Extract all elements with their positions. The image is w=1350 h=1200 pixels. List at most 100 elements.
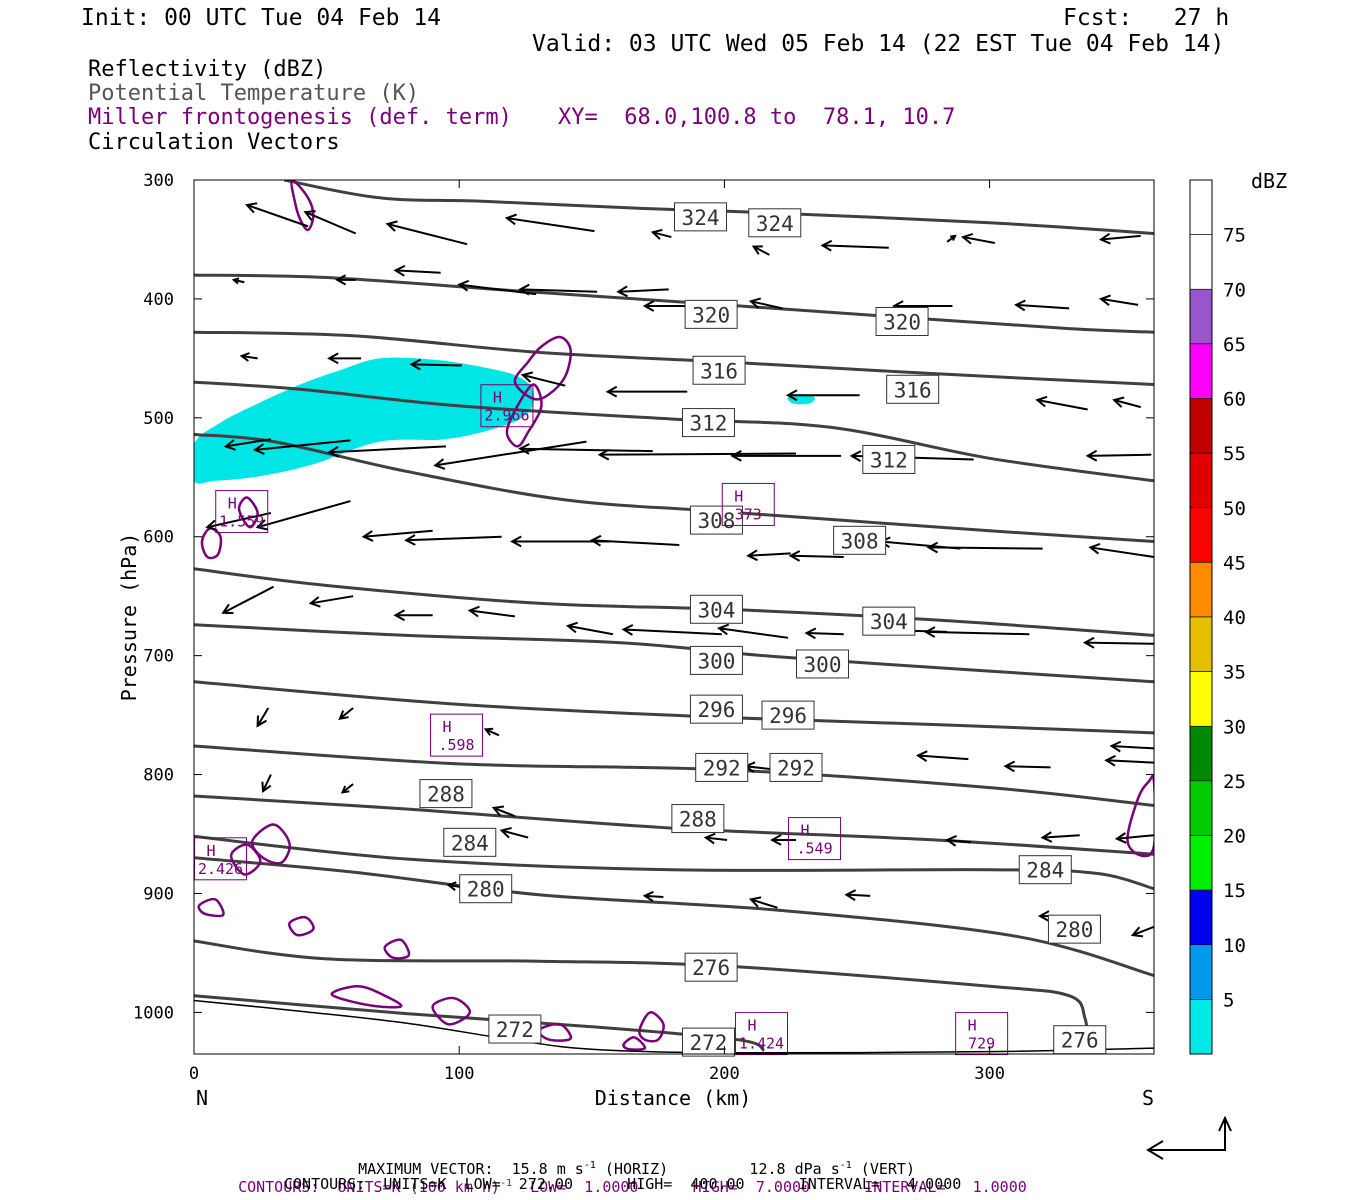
circulation-vector	[327, 352, 362, 365]
theta-contour-296	[194, 680, 1154, 735]
high-value: 729	[968, 1035, 995, 1053]
high-label: H	[228, 495, 237, 513]
circulation-vector	[650, 228, 672, 240]
colorbar-swatch	[1189, 288, 1213, 345]
high-label: H	[207, 842, 216, 860]
colorbar-swatch	[1189, 398, 1213, 454]
circulation-vector	[1014, 299, 1070, 312]
colorbar-swatch	[1189, 835, 1213, 891]
circulation-vector	[923, 626, 1030, 638]
south-label: S	[1142, 1086, 1154, 1110]
colorbar-level-label: 15	[1223, 880, 1246, 902]
circulation-vector	[605, 385, 688, 398]
theta-label-box	[671, 804, 725, 834]
theta-label-box	[419, 779, 473, 809]
high-label: H	[493, 389, 502, 407]
theta-contour-info: CONTOURS: UNITS=K LOW= 272.00 HIGH= 400.…	[284, 1175, 962, 1193]
north-label: N	[196, 1086, 208, 1110]
theta-contour-272	[194, 994, 766, 1052]
circulation-vector	[467, 605, 516, 618]
circulation-vector	[483, 727, 500, 737]
colorbar-swatch	[1189, 234, 1213, 290]
circulation-vector	[385, 220, 468, 246]
max-vector-line: MAXIMUM VECTOR: 15.8 m s-1 (HORIZ) 12.8 …	[358, 1160, 915, 1178]
forecast-hour: Fcst: 27 h	[1063, 5, 1230, 31]
frontogenesis-contour	[200, 527, 223, 560]
circulation-vector	[565, 621, 614, 636]
circulation-vector	[748, 896, 778, 909]
theta-label-box	[695, 752, 749, 782]
circulation-vector	[642, 890, 664, 902]
high-marker-layer: H2.966H1.559H373H.598H2.426H.549H1.424H7…	[194, 384, 1009, 1056]
circulation-vector	[433, 440, 587, 470]
colorbar-swatch	[1189, 452, 1213, 509]
colorbar-level-label: 45	[1223, 552, 1246, 574]
y-tick-label: 700	[143, 647, 174, 667]
y-tick-label: 1000	[133, 1003, 174, 1023]
theta-label-box	[681, 1027, 735, 1057]
high-label: H	[443, 718, 452, 736]
theta-label: 292	[703, 756, 741, 780]
circulation-vector	[504, 213, 595, 233]
y-tick-label: 600	[143, 528, 174, 548]
frontogenesis-contour	[505, 383, 543, 448]
high-label: H	[734, 487, 743, 505]
theta-contour-288	[194, 794, 1154, 856]
x-tick-label: 0	[189, 1064, 199, 1084]
theta-label-box	[875, 307, 929, 337]
circulation-vector	[1109, 740, 1154, 753]
theta-label-box	[1018, 855, 1072, 885]
x-axis-title: Distance (km)	[595, 1086, 752, 1110]
circulation-vector	[256, 707, 270, 728]
legend-potential-temperature: Potential Temperature (K)	[88, 81, 420, 106]
colorbar-level-label: 35	[1223, 662, 1246, 684]
y-tick-label: 500	[143, 409, 174, 429]
theta-label-box	[761, 700, 815, 730]
theta-label: 280	[1055, 918, 1093, 942]
circulation-vector	[589, 534, 680, 547]
theta-label-box	[689, 694, 743, 724]
theta-label: 280	[467, 878, 505, 902]
circulation-vector	[499, 827, 529, 839]
axis-layer: 300 400 500 600 700 800 900 1000 0 100 200 300	[133, 171, 1154, 1084]
colorbar-level-label: 70	[1223, 279, 1246, 301]
circulation-vector	[520, 371, 566, 387]
frontogenesis-contour	[383, 938, 411, 960]
theta-label-box	[1053, 1025, 1107, 1055]
theta-label: 296	[769, 704, 807, 728]
circulation-vector	[1082, 636, 1154, 649]
circulation-vector	[621, 624, 722, 636]
theta-label: 320	[883, 311, 921, 335]
circulation-vector	[642, 300, 693, 312]
theta-label: 272	[690, 1031, 728, 1055]
reference-vector-glyph	[1146, 1115, 1232, 1160]
terrain-line	[194, 999, 1154, 1054]
theta-label-box	[689, 505, 743, 535]
theta-contour-284	[194, 834, 1154, 891]
theta-contour-layer	[194, 180, 1154, 1052]
y-tick-label: 800	[143, 766, 174, 786]
theta-label-box	[833, 525, 887, 555]
circulation-vector	[393, 609, 433, 622]
circulation-vector	[1098, 294, 1139, 306]
circulation-vector	[597, 448, 796, 461]
circulation-vector	[844, 889, 871, 901]
circulation-vector	[335, 274, 356, 286]
colorbar-swatch	[1189, 562, 1213, 618]
frontogenesis-contour	[1126, 775, 1154, 858]
frontogenesis-contour	[622, 1036, 647, 1051]
frontogenesis-contour	[330, 984, 403, 1009]
high-label: H	[748, 1017, 757, 1035]
high-value: 2.966	[484, 407, 529, 425]
circulation-vector	[393, 264, 441, 277]
circulation-vector	[1040, 831, 1080, 843]
theta-label-box	[488, 1014, 542, 1044]
colorbar-swatch	[1189, 179, 1213, 235]
theta-label: 320	[692, 303, 730, 327]
circulation-vector	[770, 834, 796, 846]
theta-label-box	[443, 827, 497, 857]
theta-label: 272	[496, 1018, 534, 1042]
circulation-vector	[751, 245, 770, 256]
theta-label: 296	[697, 698, 735, 722]
